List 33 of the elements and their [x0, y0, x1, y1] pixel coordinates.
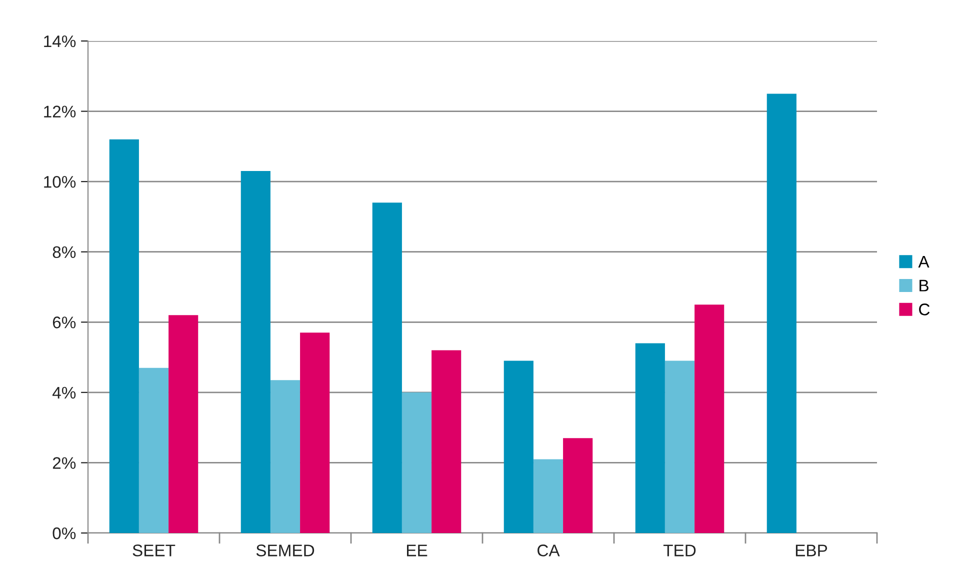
x-tick-label: CA	[538, 544, 560, 556]
bar	[664, 360, 695, 533]
x-tick-label: SEET	[132, 544, 176, 556]
bar	[270, 380, 300, 533]
bar	[635, 343, 665, 533]
bar	[138, 368, 169, 533]
y-tick-label: 0%	[52, 527, 76, 540]
bar	[240, 171, 270, 533]
y-tick-label: 6%	[52, 316, 76, 328]
bar	[300, 332, 330, 533]
bar	[432, 350, 462, 533]
y-tick-label: 2%	[52, 457, 76, 469]
x-tick-label: TED	[663, 544, 696, 556]
y-tick-label: 14%	[44, 35, 76, 48]
y-tick-label: 10%	[44, 176, 76, 188]
x-tick-label: EE	[407, 544, 428, 556]
y-tick-label: 8%	[52, 246, 76, 258]
y-tick-label: 4%	[52, 386, 76, 399]
bar	[766, 94, 796, 533]
bar	[504, 360, 534, 533]
legend-label: B	[920, 280, 928, 292]
bar	[168, 315, 198, 533]
x-tick-label: SEMED	[256, 544, 314, 556]
y-tick-label: 12%	[44, 106, 76, 118]
bar	[563, 438, 593, 533]
bar	[533, 459, 564, 533]
bar	[109, 139, 139, 533]
bar	[402, 392, 432, 533]
legend-label: A	[918, 256, 930, 268]
x-tick-label: EBP	[796, 544, 828, 556]
bar	[694, 304, 724, 533]
bar	[372, 202, 402, 533]
legend-label: C	[919, 304, 930, 316]
